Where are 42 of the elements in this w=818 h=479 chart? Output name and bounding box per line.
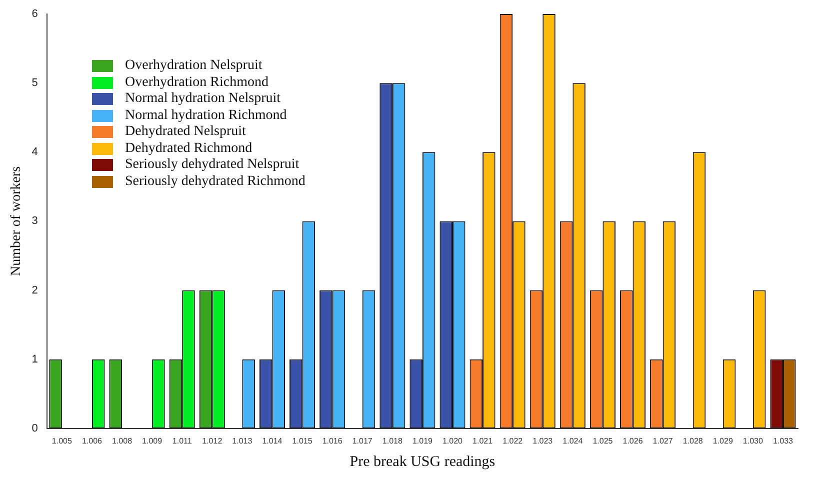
legend-label: Seriously dehydrated Nelspruit: [125, 157, 300, 174]
x-tick-label: 1.030: [742, 436, 764, 446]
x-axis-title: Pre break USG readings: [350, 454, 496, 470]
x-tick-label: 1.014: [262, 436, 283, 446]
x-tick-label: 1.011: [172, 436, 192, 446]
y-tick-label: 1: [32, 353, 38, 366]
legend-label: Overhydration Nelspruit: [125, 58, 262, 74]
x-tick-label: 1.023: [532, 436, 554, 446]
x-tick-label: 1.012: [202, 436, 223, 446]
x-tick-label: 1.017: [352, 436, 373, 446]
x-tick-label: 1.025: [592, 436, 614, 446]
x-tick-label: 1.022: [502, 436, 524, 446]
legend-label: Dehydrated Richmond: [125, 140, 252, 157]
x-tick-label: 1.005: [52, 436, 72, 446]
x-tick-label: 1.028: [682, 436, 704, 446]
y-tick-label: 4: [32, 146, 38, 158]
x-tick-label: 1.033: [772, 436, 794, 446]
x-tick-label: 1.008: [112, 436, 133, 446]
x-tick-label: 1.027: [652, 436, 674, 446]
x-tick-label: 1.006: [82, 436, 103, 446]
x-tick-label: 1.024: [562, 436, 584, 446]
x-tick-label: 1.021: [472, 436, 494, 446]
x-tick-label: 1.015: [292, 436, 313, 446]
y-tick-label: 5: [32, 77, 38, 90]
y-tick-label: 2: [32, 284, 38, 296]
legend-label: Dehydrated Nelspruit: [125, 124, 246, 140]
x-tick-label: 1.026: [622, 436, 644, 446]
x-tick-label: 1.013: [232, 436, 253, 446]
x-tick-label: 1.018: [382, 436, 403, 446]
x-tick-label: 1.016: [322, 436, 343, 446]
y-tick-label: 0: [32, 422, 38, 434]
y-tick-label: 3: [32, 215, 38, 228]
y-axis-title: Number of workers: [9, 166, 24, 276]
x-tick-label: 1.009: [142, 436, 163, 446]
x-tick-label: 1.020: [442, 436, 464, 446]
legend-label: Normal hydration Richmond: [125, 108, 287, 124]
legend-label: Normal hydration Nelspruit: [125, 91, 281, 108]
x-tick-label: 1.019: [412, 436, 434, 446]
y-tick-label: 6: [32, 8, 38, 20]
legend-label: Seriously dehydrated Richmond: [125, 174, 306, 190]
legend-label: Overhydration Richmond: [125, 74, 268, 91]
x-tick-label: 1.029: [712, 436, 734, 446]
